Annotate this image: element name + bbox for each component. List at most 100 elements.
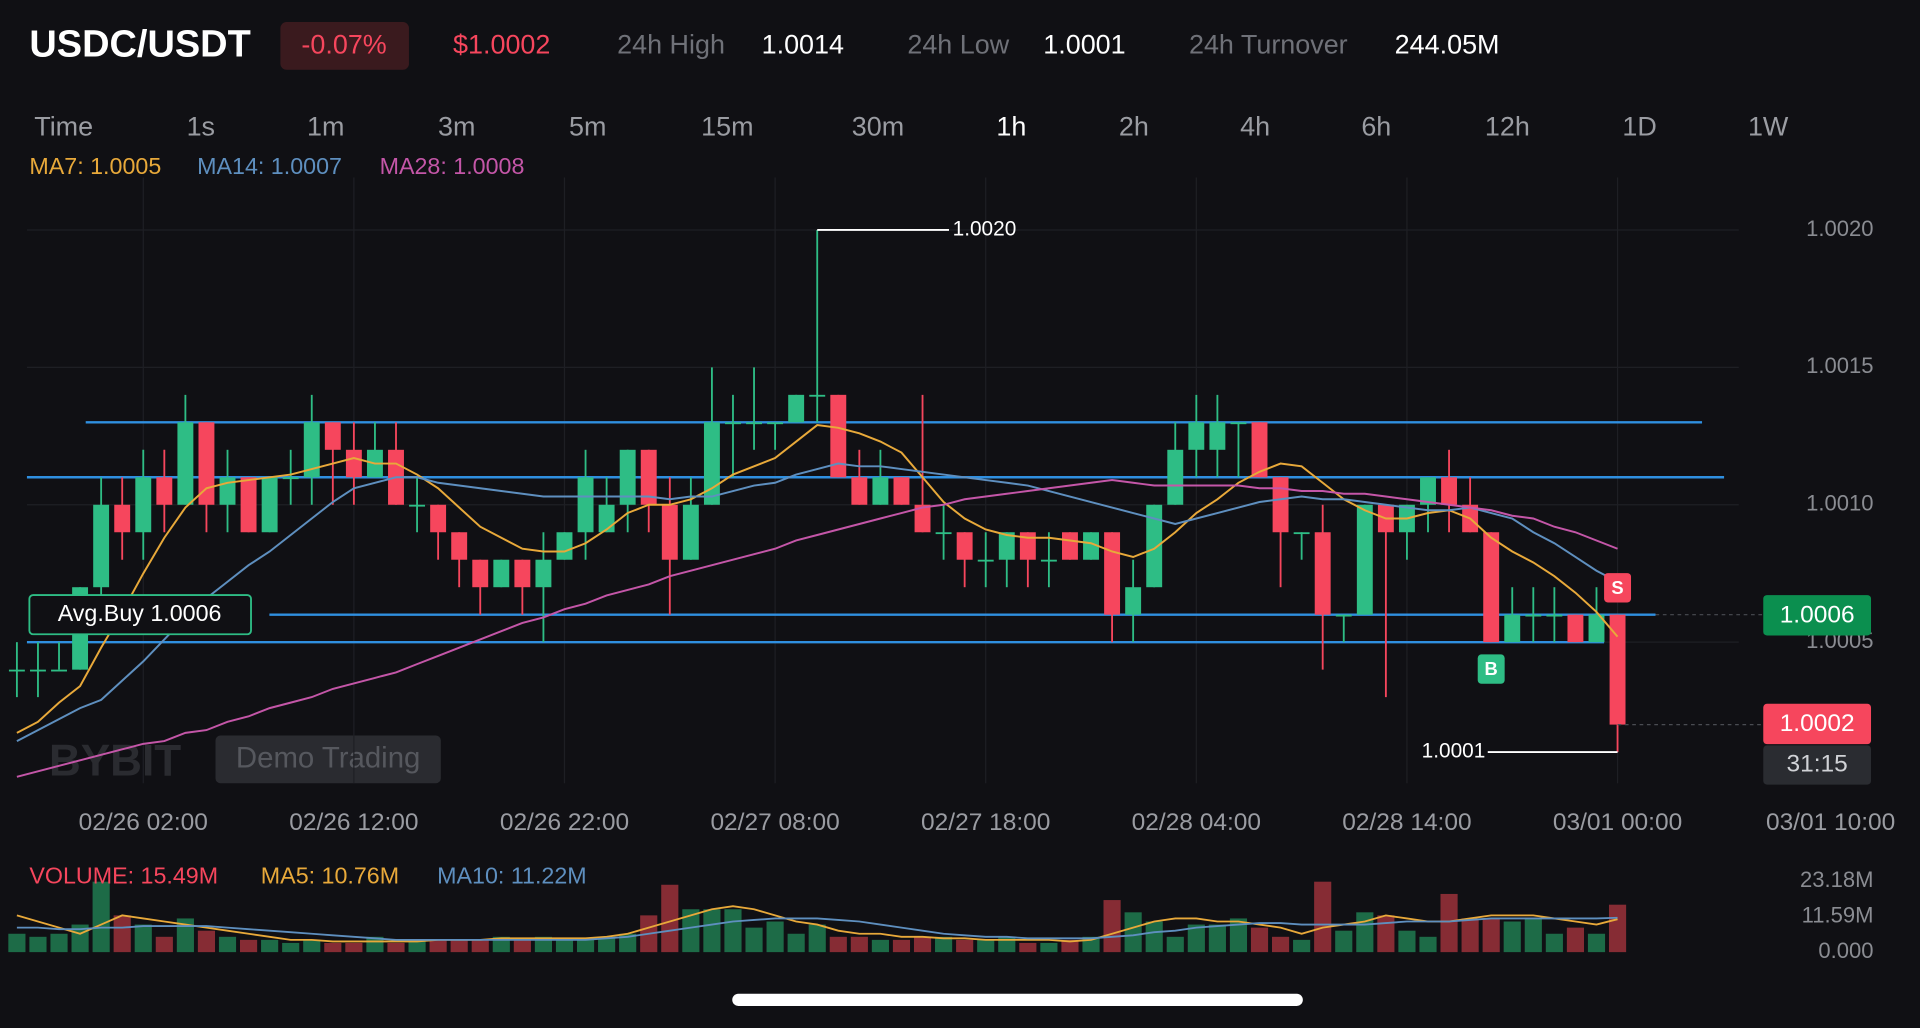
stat-value: 1.0014 (762, 30, 844, 60)
volume-bar (345, 942, 363, 953)
x-tick-label: 02/26 22:00 (500, 809, 629, 836)
countdown-tag (1763, 745, 1872, 785)
last-price: 1.0002 (1780, 710, 1855, 737)
candle-body (198, 422, 215, 505)
volume-bar (1545, 933, 1563, 953)
stat-label: 24h Low (907, 30, 1009, 60)
volume-bar (787, 933, 805, 953)
candle-body (51, 669, 67, 672)
candle-body (451, 532, 468, 560)
volume-bar (1461, 918, 1479, 953)
timeframe-tab[interactable]: 12h (1485, 112, 1530, 142)
candle-body (598, 504, 615, 533)
candle-body (135, 477, 152, 533)
volume-bar (240, 939, 258, 953)
candle-body (640, 449, 657, 505)
trade-badge (1604, 573, 1632, 603)
volume-bar (766, 921, 784, 953)
candle-body (1504, 614, 1521, 643)
candle-body (1609, 614, 1626, 725)
stat-value: 244.05M (1395, 30, 1500, 60)
candle-body (830, 394, 847, 478)
volume-legend: MA5: 10.76M (261, 863, 399, 889)
timeframe-tab[interactable]: 3m (438, 112, 475, 142)
volume-bar (471, 939, 489, 953)
volume-bar (1124, 912, 1142, 953)
candle-body (956, 532, 973, 560)
volume-bar (829, 936, 847, 953)
volume-bar (29, 936, 47, 953)
candle-body (1230, 422, 1247, 425)
volume-bar (1145, 921, 1163, 953)
candle-body (514, 559, 531, 588)
x-tick-label: 02/27 18:00 (921, 809, 1050, 836)
volume-bar (429, 939, 447, 953)
candle-body (1588, 614, 1605, 643)
volume-bar (1482, 918, 1500, 953)
volume-bar (1566, 927, 1584, 953)
volume-bar (513, 939, 531, 953)
timeframe-tab[interactable]: 15m (701, 112, 753, 142)
x-tick-label: 03/01 00:00 (1553, 809, 1682, 836)
candle-body (619, 449, 636, 505)
x-tick-label: 02/27 08:00 (710, 809, 839, 836)
volume-bar (619, 933, 637, 953)
timeframe-tab[interactable]: 2h (1119, 112, 1149, 142)
candle-body (30, 669, 46, 672)
timeframe-tab[interactable]: 1W (1748, 112, 1789, 142)
volume-bar (935, 936, 953, 953)
candle-body (1188, 422, 1205, 450)
timeframe-tab[interactable]: 1m (307, 112, 344, 142)
avg-buy-price: 1.0006 (1780, 601, 1855, 628)
volume-bar (450, 939, 468, 953)
volume-legend: VOLUME: 15.49M (29, 863, 218, 889)
candle-body (93, 504, 110, 588)
candle-body (935, 532, 952, 535)
volume-tick-label: 23.18M (1800, 867, 1873, 892)
trade-label: S (1611, 577, 1623, 598)
candle-body (893, 477, 910, 505)
candle-body (1314, 532, 1331, 615)
candle-body (746, 422, 762, 425)
legend-entry: MA28: 1.0008 (380, 153, 525, 179)
pair-title: USDC/USDT (29, 24, 250, 66)
timeframe-tab[interactable]: 1s (187, 112, 215, 142)
volume-bar (1377, 915, 1395, 953)
timeframe-tab[interactable]: 4h (1240, 112, 1270, 142)
candle-body (914, 504, 931, 533)
change-badge (280, 22, 409, 70)
x-tick-label: 02/26 12:00 (289, 809, 418, 836)
timeframe-tab[interactable]: 1h (996, 112, 1026, 142)
candle-body (1483, 532, 1500, 643)
timeframe-tab[interactable]: 5m (569, 112, 606, 142)
volume-bar (576, 939, 595, 953)
volume-bar (808, 924, 826, 953)
volume-bar (1440, 893, 1458, 953)
candle-body (1209, 422, 1226, 450)
candle-body (977, 559, 994, 562)
timeframe-tab[interactable]: 1D (1622, 112, 1656, 142)
volume-ma-line (16, 916, 1618, 941)
candle-body (1272, 477, 1289, 533)
ma-line (16, 424, 1619, 734)
volume-bar (1061, 939, 1079, 953)
watermark-text: Demo Trading (236, 742, 420, 775)
volume-bar (197, 930, 216, 953)
candle-body (282, 477, 299, 480)
volume-bar (1335, 930, 1353, 953)
timeframe-tab[interactable]: 6h (1361, 112, 1391, 142)
timeframe-tab[interactable]: 30m (852, 112, 904, 142)
volume-bar (324, 942, 342, 953)
stat-value: 1.0001 (1043, 30, 1125, 60)
low-marker-label: 1.0001 (1422, 740, 1486, 763)
candle-body (1525, 614, 1542, 617)
stat-label: 24h Turnover (1189, 30, 1348, 60)
candle-body (472, 559, 489, 588)
legend-entry: MA7: 1.0005 (29, 153, 161, 179)
volume-legend: MA10: 11.22M (437, 863, 587, 889)
timeframe-tab[interactable]: Time (34, 112, 93, 142)
volume-bar (871, 939, 889, 953)
candle-body (1104, 532, 1121, 615)
volume-bar (113, 915, 131, 953)
candle-body (430, 504, 447, 533)
